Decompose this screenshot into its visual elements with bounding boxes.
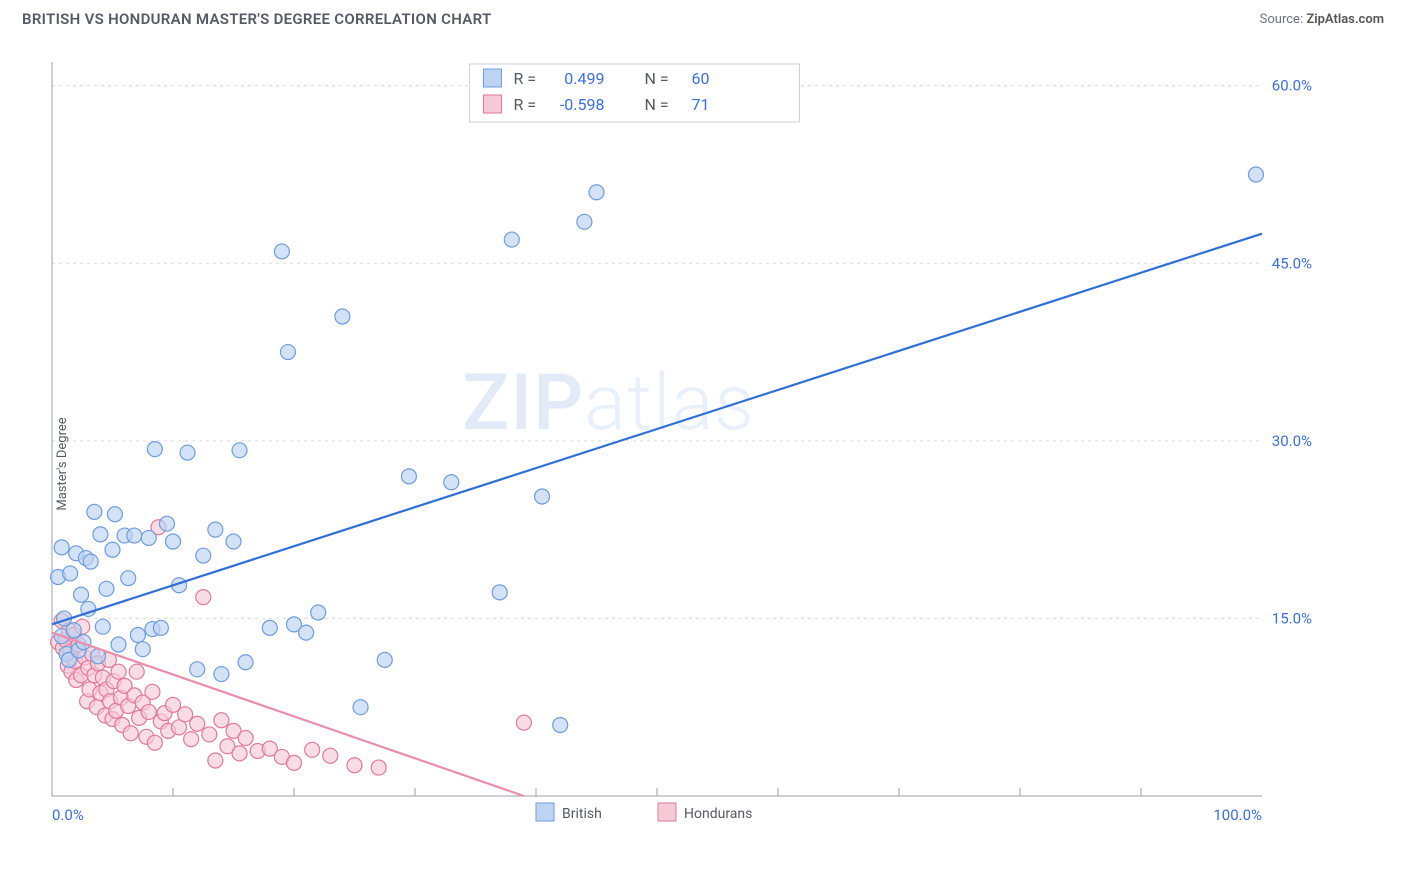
source-attribution: Source: ZipAtlas.com: [1260, 12, 1384, 27]
correlation-legend: R = 0.499 N = 60 R = -0.598 N = 71: [469, 64, 799, 122]
point-hondurans: [147, 735, 162, 750]
point-hondurans: [347, 758, 362, 773]
legend-n-hondurans: 71: [691, 95, 709, 114]
point-british: [238, 655, 253, 670]
legend-label-hondurans: Hondurans: [684, 806, 752, 822]
legend-n-label: N =: [644, 95, 668, 114]
point-british: [54, 540, 69, 555]
point-british: [180, 445, 195, 460]
point-hondurans: [305, 742, 320, 757]
y-tick-label: 30.0%: [1272, 432, 1312, 450]
point-british: [377, 652, 392, 667]
point-british: [577, 214, 592, 229]
legend-label-british: British: [562, 806, 602, 822]
point-hondurans: [323, 748, 338, 763]
point-british: [299, 625, 314, 640]
point-british: [262, 620, 277, 635]
legend-n-british: 60: [691, 69, 709, 88]
point-hondurans: [208, 753, 223, 768]
point-hondurans: [190, 716, 205, 731]
point-british: [121, 571, 136, 586]
point-british: [311, 605, 326, 620]
page-title: BRITISH VS HONDURAN MASTER'S DEGREE CORR…: [22, 10, 491, 28]
point-hondurans: [184, 732, 199, 747]
point-hondurans: [196, 590, 211, 605]
legend-r-label: R =: [513, 95, 536, 114]
series-legend: British Hondurans: [536, 803, 752, 822]
point-british: [196, 548, 211, 563]
point-british: [190, 662, 205, 677]
legend-swatch-hondurans: [658, 803, 676, 821]
point-hondurans: [238, 730, 253, 745]
legend-r-label: R =: [513, 69, 536, 88]
y-tick-label: 60.0%: [1272, 77, 1312, 95]
source-prefix: Source:: [1260, 12, 1307, 27]
point-british: [130, 627, 145, 642]
legend-r-hondurans: -0.598: [560, 95, 605, 114]
point-british: [1248, 167, 1263, 182]
y-tick-label: 15.0%: [1272, 609, 1312, 627]
point-hondurans: [111, 664, 126, 679]
point-british: [232, 443, 247, 458]
legend-r-british: 0.499: [564, 69, 604, 88]
point-british: [127, 528, 142, 543]
point-british: [166, 534, 181, 549]
point-hondurans: [202, 727, 217, 742]
point-british: [99, 581, 114, 596]
point-british: [353, 700, 368, 715]
point-british: [535, 489, 550, 504]
point-hondurans: [516, 715, 531, 730]
legend-n-label: N =: [644, 69, 668, 88]
point-british: [401, 469, 416, 484]
y-axis-label: Master's Degree: [55, 417, 70, 510]
point-british: [214, 667, 229, 682]
point-british: [589, 185, 604, 200]
legend-swatch-british: [483, 69, 501, 87]
point-british: [504, 232, 519, 247]
point-british: [492, 585, 507, 600]
point-british: [147, 442, 162, 457]
point-british: [95, 619, 110, 634]
point-british: [63, 566, 78, 581]
point-british: [83, 554, 98, 569]
source-name: ZipAtlas.com: [1306, 12, 1384, 27]
point-hondurans: [129, 664, 144, 679]
point-hondurans: [287, 755, 302, 770]
point-british: [105, 542, 120, 557]
legend-swatch-hondurans: [483, 95, 501, 113]
legend-swatch-british: [536, 803, 554, 821]
point-british: [153, 620, 168, 635]
point-hondurans: [145, 684, 160, 699]
point-hondurans: [214, 713, 229, 728]
point-british: [107, 507, 122, 522]
point-british: [208, 522, 223, 537]
point-british: [141, 530, 156, 545]
point-british: [159, 516, 174, 531]
point-british: [135, 642, 150, 657]
point-british: [74, 587, 89, 602]
correlation-chart: 15.0% 30.0% 45.0% 60.0% ZIPatlas 0.0% 100.0% R …: [22, 44, 1342, 834]
point-british: [274, 244, 289, 259]
point-british: [226, 534, 241, 549]
point-british: [553, 717, 568, 732]
point-british: [280, 345, 295, 360]
point-british: [444, 475, 459, 490]
point-british: [111, 637, 126, 652]
point-british: [93, 527, 108, 542]
trendline-british: [52, 234, 1262, 625]
x-tick-label: 100.0%: [1213, 806, 1262, 824]
point-british: [87, 504, 102, 519]
watermark: ZIPatlas: [462, 358, 755, 449]
point-british: [335, 309, 350, 324]
y-tick-label: 45.0%: [1272, 254, 1312, 272]
point-hondurans: [232, 746, 247, 761]
point-hondurans: [123, 726, 138, 741]
x-tick-label: 0.0%: [52, 806, 84, 824]
point-hondurans: [371, 760, 386, 775]
